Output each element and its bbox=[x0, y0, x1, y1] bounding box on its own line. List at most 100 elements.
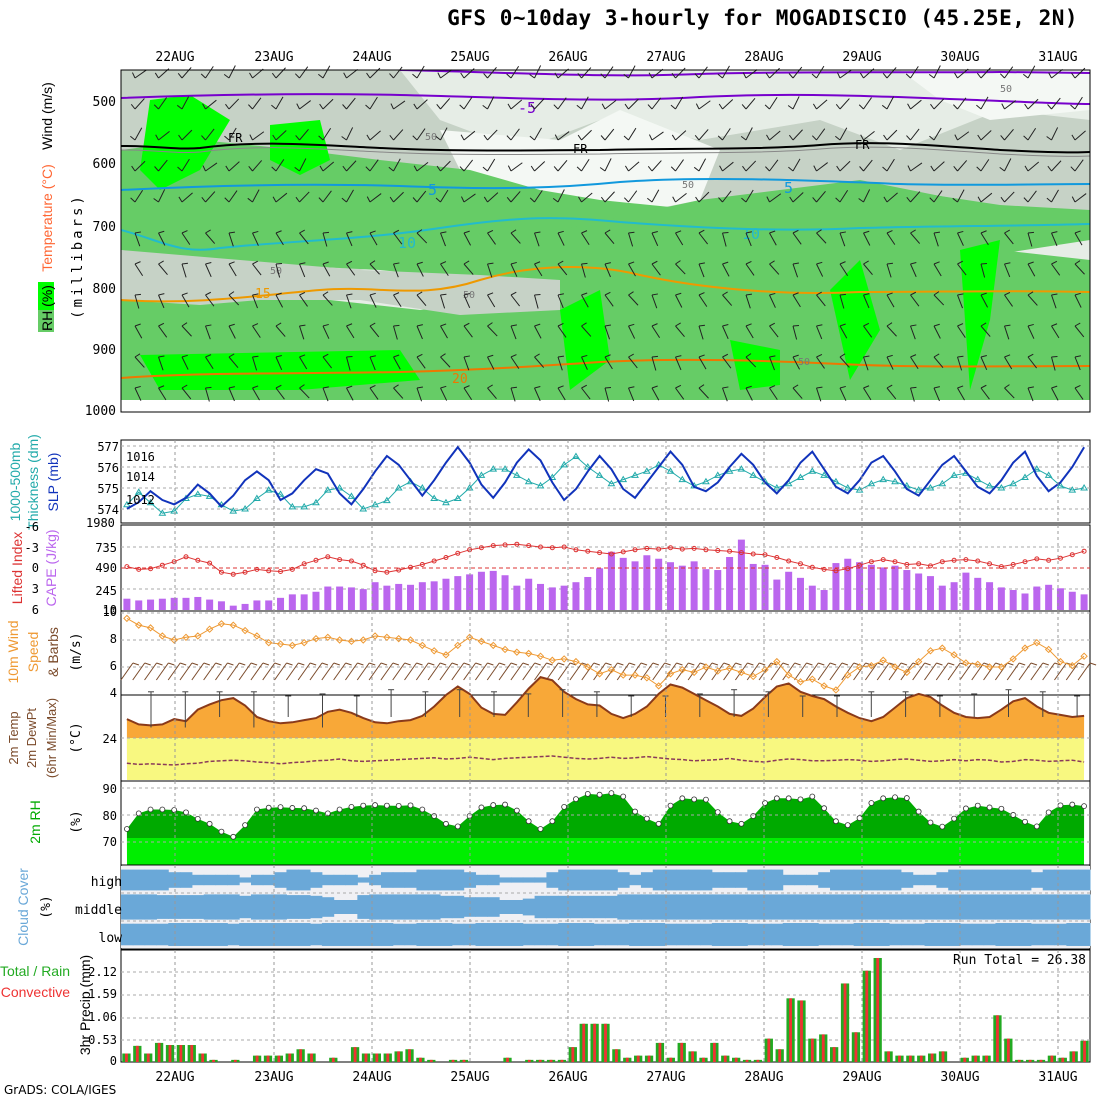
wind-barb bbox=[228, 353, 235, 358]
wind-barb bbox=[792, 96, 800, 110]
wind-barb bbox=[816, 263, 824, 277]
wind-barb bbox=[223, 74, 230, 79]
wind-barb bbox=[604, 291, 611, 296]
thickness-point bbox=[666, 467, 675, 474]
wind-barb bbox=[393, 263, 399, 278]
wind-barb bbox=[346, 160, 357, 172]
wind-barb bbox=[863, 260, 869, 265]
wind-barb bbox=[957, 387, 965, 401]
rh2m-point bbox=[880, 795, 887, 802]
wind-barb bbox=[839, 127, 848, 141]
wind-barb bbox=[769, 96, 778, 110]
day-gridlines bbox=[174, 440, 1059, 1062]
wind-barb bbox=[205, 356, 214, 370]
thickness-point bbox=[867, 479, 876, 487]
thickness-point bbox=[312, 498, 320, 506]
wind-barb bbox=[816, 162, 828, 172]
wind-barb bbox=[933, 353, 940, 358]
wind-barb bbox=[600, 135, 606, 141]
cloud-high-cell bbox=[806, 874, 819, 886]
wind-tick: 4 bbox=[110, 686, 117, 700]
wind-barb bbox=[158, 325, 168, 338]
wind-barb bbox=[792, 387, 803, 399]
wind-barb bbox=[416, 356, 426, 369]
temp-contour-10 bbox=[121, 217, 1090, 251]
cloud-low-cell bbox=[321, 923, 335, 946]
cloud-low-cell bbox=[215, 923, 228, 946]
wind-barb bbox=[980, 294, 989, 308]
wind-barb bbox=[816, 324, 823, 327]
wind-barb bbox=[181, 356, 189, 370]
precip-convective-bar bbox=[582, 1023, 586, 1062]
wind-barb bbox=[994, 662, 1008, 681]
wind-barb bbox=[318, 73, 324, 79]
wind-barb bbox=[510, 261, 517, 265]
wind-barb bbox=[581, 322, 587, 327]
cloud-high-cell bbox=[1007, 869, 1020, 891]
cape-bar bbox=[1009, 590, 1017, 610]
wind-barb bbox=[623, 73, 629, 79]
thickness-point bbox=[158, 509, 167, 516]
wind-barb bbox=[153, 104, 159, 110]
cloud-low-cell bbox=[735, 923, 748, 946]
wind-label-c: & Barbs bbox=[45, 627, 61, 677]
cloud-high-cell bbox=[723, 872, 736, 888]
wind-barb bbox=[886, 292, 893, 296]
wind-barb bbox=[745, 127, 753, 141]
wind-barb bbox=[1023, 197, 1029, 203]
wind-barb bbox=[181, 322, 188, 327]
wind-barb bbox=[805, 662, 819, 681]
wind-barb bbox=[205, 99, 217, 110]
wind-barb bbox=[393, 100, 406, 110]
cloud-low-cell bbox=[310, 923, 323, 946]
wind-barb bbox=[722, 387, 728, 402]
thickness-point bbox=[607, 479, 616, 487]
wind-barb bbox=[510, 162, 523, 172]
cloud-mid-cell bbox=[416, 894, 429, 920]
wind-barb bbox=[299, 191, 310, 203]
cloud-low-cell bbox=[380, 923, 394, 946]
wind-barb bbox=[369, 294, 377, 308]
wind-barb bbox=[769, 325, 779, 338]
wind-barb bbox=[1004, 263, 1011, 278]
wind-barb bbox=[158, 356, 164, 371]
cloud-high-cell bbox=[900, 872, 914, 888]
precip-convective-bar bbox=[843, 983, 847, 1062]
wind-barb bbox=[487, 294, 496, 308]
surface-band bbox=[121, 400, 1090, 412]
precip-convective-bar bbox=[734, 1057, 738, 1062]
cloud-low-cell bbox=[711, 923, 725, 946]
lifted-index-point bbox=[691, 545, 697, 551]
wind-barb bbox=[933, 387, 940, 402]
thickness-point bbox=[619, 475, 628, 483]
wind-barb bbox=[158, 355, 165, 358]
wind-barb bbox=[604, 386, 612, 389]
cloud-low-cell bbox=[924, 923, 937, 946]
cape-bar bbox=[749, 563, 757, 610]
lifted-index-point bbox=[703, 547, 709, 553]
wind-barb bbox=[628, 231, 635, 234]
wind-label-a: 10m Wind bbox=[5, 620, 21, 683]
cloud-high-cell bbox=[759, 869, 772, 891]
wind-point bbox=[383, 633, 391, 642]
wind-barb bbox=[1089, 662, 1097, 666]
wind-barb bbox=[428, 662, 435, 666]
wind-barb bbox=[957, 355, 964, 358]
wind-barb bbox=[181, 292, 188, 296]
wind-barb bbox=[252, 131, 265, 141]
wind-barb bbox=[366, 72, 371, 79]
wind-point bbox=[985, 663, 994, 671]
wind-barb bbox=[745, 260, 752, 265]
thickness-point bbox=[583, 463, 592, 470]
wind-barb bbox=[769, 263, 780, 275]
cloud-high-cell bbox=[191, 874, 205, 886]
wind-barb bbox=[247, 197, 253, 203]
wind-barb bbox=[369, 325, 380, 338]
wind-barb bbox=[321, 662, 329, 666]
rh2m-point bbox=[714, 809, 721, 815]
cape-bar bbox=[229, 605, 237, 610]
cloud-high-cell bbox=[392, 872, 406, 888]
cape-bar bbox=[607, 551, 615, 610]
wind-barb bbox=[698, 191, 710, 203]
wind-barb bbox=[698, 263, 705, 278]
